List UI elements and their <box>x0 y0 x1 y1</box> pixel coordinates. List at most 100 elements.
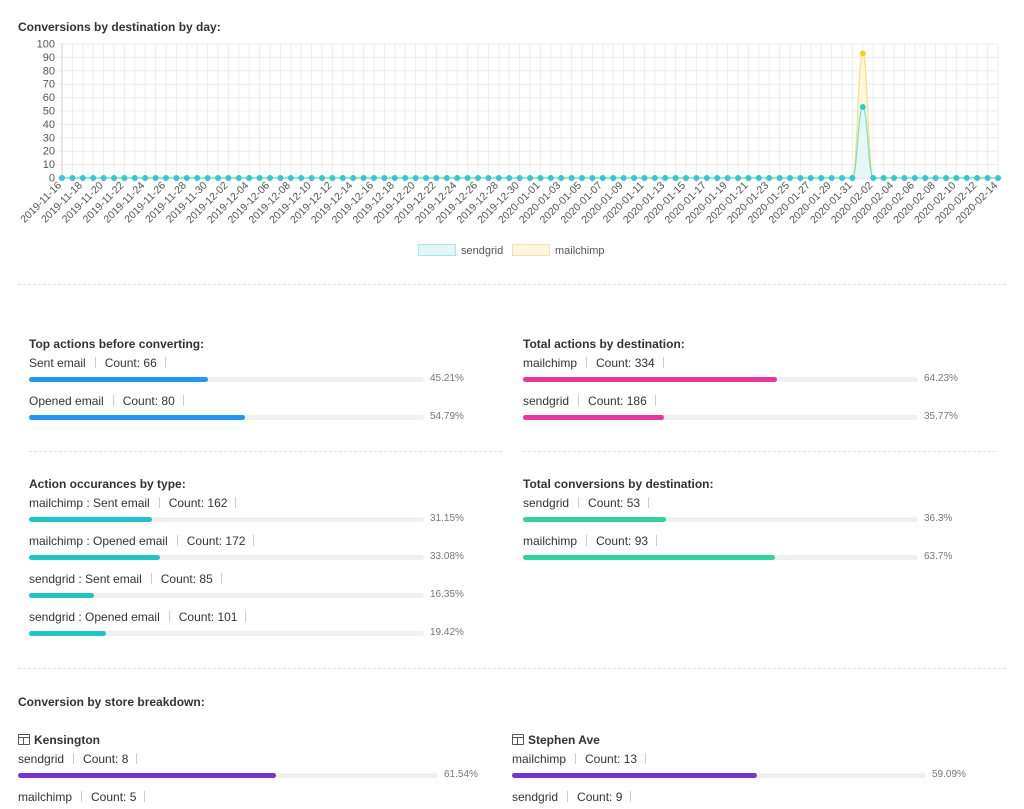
store-name-text: Kensington <box>34 733 100 747</box>
legend-swatch-mailchimp[interactable] <box>512 244 550 256</box>
data-point-sendgrid <box>100 175 107 181</box>
divider <box>18 668 1006 669</box>
row-count: Count: 172 <box>186 534 246 548</box>
data-point-sendgrid <box>839 175 845 181</box>
data-point-sendgrid <box>891 175 897 181</box>
row-label: mailchimp Count: 334 <box>523 355 685 371</box>
progress-bar-row: 54.79% <box>29 409 464 427</box>
data-point-sendgrid <box>547 175 554 181</box>
separator <box>164 357 166 368</box>
row-count: Count: 93 <box>596 534 649 548</box>
progress-bar-row: 61.54% <box>18 767 478 785</box>
data-point-sendgrid <box>329 175 336 181</box>
progress-bar-row: 36.3% <box>523 511 952 529</box>
row-name: sendgrid : Opened email <box>29 610 160 624</box>
progress-fill <box>523 415 665 420</box>
total-conversions-panel: Total conversions by destination: sendgr… <box>523 477 952 567</box>
row-name: Sent email <box>29 356 86 370</box>
data-point-sendgrid <box>506 175 513 181</box>
data-point-sendgrid <box>464 175 471 181</box>
row-label: Sent email Count: 66 <box>29 355 204 371</box>
separator <box>253 535 255 546</box>
progress-bar-row: 35.77% <box>523 409 958 427</box>
progress-track <box>523 377 918 382</box>
legend-label-sendgrid[interactable]: sendgrid <box>461 245 504 257</box>
row-count: Count: 5 <box>91 790 137 804</box>
row-name: sendgrid <box>18 752 65 766</box>
progress-bar-row: 19.42% <box>29 625 464 643</box>
row-label: sendgrid : Sent email Count: 85 <box>29 571 254 587</box>
data-point-sendgrid <box>735 175 741 181</box>
store-rows: mailchimp Count: 13 59.09% sendgrid Count: 9 <box>512 751 966 805</box>
progress-percent: 35.77% <box>924 411 958 422</box>
data-point-sendgrid <box>693 175 700 181</box>
progress-fill <box>512 773 757 778</box>
data-point-sendgrid <box>589 175 596 181</box>
progress-track <box>29 631 424 636</box>
row-count: Count: 101 <box>178 610 238 624</box>
row-count: Count: 53 <box>588 496 641 510</box>
separator <box>235 497 237 508</box>
action-occurances-panel: Action occurances by type: mailchimp : S… <box>29 477 464 643</box>
progress-percent: 63.7% <box>924 551 953 562</box>
row-count: Count: 85 <box>160 572 213 586</box>
progress-percent: 59.09% <box>932 769 966 780</box>
data-point-sendgrid <box>131 175 138 181</box>
data-point-sendgrid <box>235 175 242 181</box>
progress-track <box>29 593 424 598</box>
row-label: mailchimp : Opened email Count: 172 <box>29 533 255 549</box>
progress-track <box>29 555 424 560</box>
data-point-sendgrid <box>308 175 315 181</box>
data-point-sendgrid <box>433 175 440 181</box>
data-point-sendgrid <box>724 175 731 181</box>
row-count: Count: 66 <box>104 356 157 370</box>
conversions-line-chart: 01020304050607080901002019-11-162019-11-… <box>18 39 1001 226</box>
data-point-sendgrid <box>631 175 637 181</box>
progress-percent: 45.21% <box>430 373 464 384</box>
action-occurances-title: Action occurances by type: <box>29 477 186 491</box>
data-point-sendgrid <box>90 175 97 181</box>
data-point-sendgrid <box>745 175 752 181</box>
row-count: Count: 80 <box>122 394 175 408</box>
total-actions-panel: Total actions by destination: mailchimp C… <box>523 337 958 427</box>
row-label: sendgrid Count: 8 <box>18 751 145 767</box>
row-label: sendgrid Count: 53 <box>523 495 713 511</box>
progress-track <box>29 517 424 522</box>
data-point-sendgrid <box>859 103 866 110</box>
data-point-sendgrid <box>111 175 117 181</box>
data-point-sendgrid <box>683 175 689 181</box>
y-tick-label: 20 <box>43 146 55 158</box>
data-point-sendgrid <box>516 175 523 181</box>
progress-fill <box>29 517 153 522</box>
progress-track <box>29 377 424 382</box>
progress-fill <box>29 555 160 560</box>
data-point-sendgrid <box>298 175 305 181</box>
store-kensington-panel: Kensington sendgrid Count: 8 61.54% mailchi… <box>18 733 478 805</box>
progress-percent: 54.79% <box>430 411 464 422</box>
store-rows: sendgrid Count: 8 61.54% mailchimp Count: 5 <box>18 751 478 805</box>
data-point-sendgrid <box>995 175 1001 181</box>
legend-swatch-sendgrid[interactable] <box>418 244 456 256</box>
row-name: mailchimp : Opened email <box>29 534 168 548</box>
row-label: sendgrid Count: 186 <box>523 393 685 409</box>
progress-percent: 16.35% <box>430 589 464 600</box>
data-point-sendgrid <box>610 175 617 181</box>
progress-fill <box>523 517 667 522</box>
row-name: Opened email <box>29 394 104 408</box>
chart-title: Conversions by destination by day: <box>18 20 221 34</box>
progress-track <box>18 773 438 778</box>
data-point-sendgrid <box>984 175 991 181</box>
data-point-sendgrid <box>495 175 502 181</box>
progress-fill <box>29 593 94 598</box>
data-point-sendgrid <box>932 175 939 181</box>
divider <box>18 284 1006 285</box>
legend-label-mailchimp[interactable]: mailchimp <box>555 245 605 257</box>
row-name: sendgrid <box>523 496 570 510</box>
progress-percent: 19.42% <box>430 627 464 638</box>
separator <box>94 357 96 368</box>
separator <box>73 753 75 764</box>
store-icon <box>512 734 524 745</box>
top-actions-title: Top actions before converting: <box>29 337 205 351</box>
progress-fill <box>29 415 246 420</box>
store-name: Stephen Ave <box>512 733 646 747</box>
